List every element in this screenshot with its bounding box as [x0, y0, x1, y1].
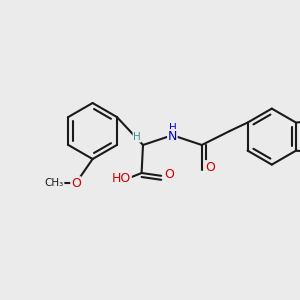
Text: H: H	[133, 132, 141, 142]
Text: CH₃: CH₃	[45, 178, 64, 188]
Text: O: O	[71, 177, 81, 190]
Text: O: O	[205, 161, 215, 174]
Text: HO: HO	[112, 172, 131, 185]
Text: O: O	[164, 168, 174, 181]
Text: N: N	[168, 130, 177, 143]
Text: H: H	[169, 123, 176, 133]
